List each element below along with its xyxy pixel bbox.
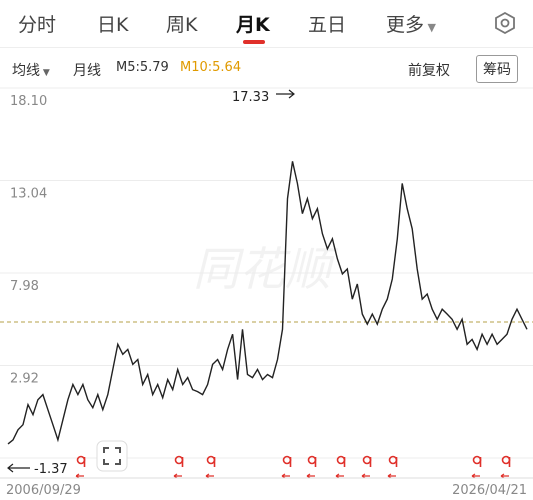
event-marker (471, 473, 480, 479)
max-label: 17.33 (232, 90, 269, 105)
ma5: M5:5.79 (116, 60, 169, 75)
x-tick-label: 2026/04/21 (452, 483, 527, 498)
fullscreen-icon[interactable] (96, 440, 128, 472)
tab[interactable]: 更多 ▼ (386, 10, 436, 37)
tab[interactable]: 五日 (308, 14, 347, 36)
min-arrow (7, 463, 30, 473)
min-label: -1.37 (34, 462, 68, 477)
ma-menu[interactable]: 均线 ▼ (12, 60, 50, 80)
dropdown-arrow: ▼ (40, 68, 50, 78)
event-marker (173, 473, 182, 479)
event-marker (281, 473, 290, 479)
event-marker (361, 473, 370, 479)
period: 月线 (73, 63, 101, 79)
ma-label: 均线 (12, 63, 40, 79)
y-tick-label: 18.10 (10, 94, 47, 109)
settings-icon[interactable] (494, 12, 516, 34)
event-marker (387, 473, 396, 479)
tab[interactable]: 月K (236, 14, 270, 36)
chips-button[interactable]: 筹码 (476, 55, 518, 83)
event-marker (335, 473, 344, 479)
divider (0, 47, 533, 48)
dropdown-arrow: ▼ (424, 21, 436, 34)
event-marker (205, 473, 214, 479)
min-label-bg (4, 460, 76, 476)
tab[interactable]: 日K (97, 14, 129, 36)
adjust-button[interactable]: 前复权 (408, 63, 450, 79)
tab[interactable]: 周K (166, 14, 198, 36)
event-marker (500, 473, 509, 479)
ma10: M10:5.64 (180, 60, 242, 75)
event-marker (75, 473, 84, 479)
y-tick-label: 2.92 (10, 372, 39, 387)
x-tick-label: 2006/09/29 (6, 483, 81, 498)
tab[interactable]: 分时 (18, 14, 57, 36)
event-marker (306, 473, 315, 479)
y-tick-label: 13.04 (10, 187, 47, 202)
watermark: 同花顺 (193, 242, 339, 296)
tab-label: 更多 (386, 14, 425, 36)
max-arrow (276, 89, 295, 99)
price-line (7, 161, 528, 445)
y-tick-label: 7.98 (10, 279, 39, 294)
active-indicator (243, 40, 265, 44)
